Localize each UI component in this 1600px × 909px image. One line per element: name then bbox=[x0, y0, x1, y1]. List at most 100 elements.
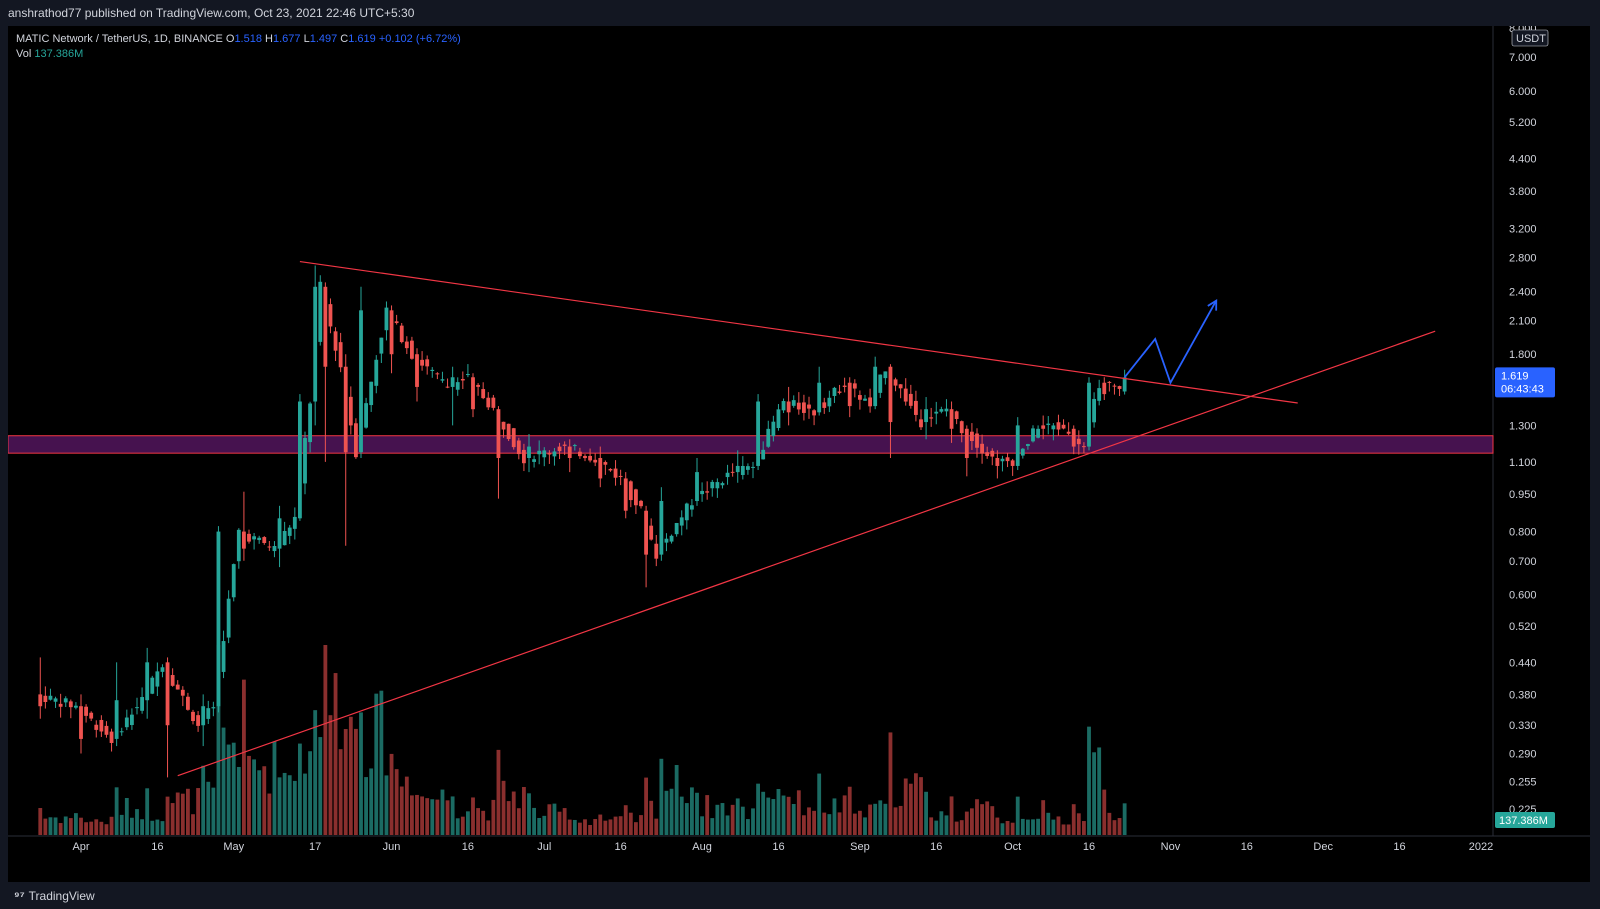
volume-bar bbox=[206, 781, 211, 835]
candle-body bbox=[578, 451, 582, 457]
candle-body bbox=[883, 371, 888, 379]
volume-bar bbox=[389, 753, 394, 835]
candle-body bbox=[420, 359, 424, 366]
candle-body bbox=[522, 449, 526, 464]
support-zone[interactable] bbox=[8, 435, 1494, 454]
candle-body bbox=[257, 537, 262, 541]
volume-bar bbox=[450, 796, 455, 835]
candle-body bbox=[532, 459, 536, 462]
candle-body bbox=[674, 522, 679, 535]
candle-body bbox=[827, 397, 832, 407]
candle-body bbox=[313, 286, 318, 402]
volume-bar bbox=[364, 777, 368, 835]
time-tick-label: Aug bbox=[692, 841, 712, 853]
volume-bar bbox=[720, 803, 725, 835]
candle-body bbox=[175, 684, 180, 690]
volume-bar bbox=[63, 816, 68, 835]
volume-bar bbox=[43, 818, 48, 835]
candle-body bbox=[975, 433, 979, 448]
candle-body bbox=[287, 527, 292, 536]
volume-bar bbox=[603, 820, 608, 835]
volume-bar bbox=[1066, 824, 1071, 835]
publisher-bar: anshrathod77 published on TradingView.co… bbox=[0, 0, 1600, 26]
candle-body bbox=[613, 468, 618, 478]
candle-body bbox=[634, 489, 638, 506]
candle-body bbox=[1056, 422, 1061, 430]
candle-body bbox=[308, 403, 312, 443]
candle-body bbox=[791, 400, 796, 406]
volume-bar bbox=[501, 780, 506, 835]
volume-bar bbox=[104, 824, 109, 835]
candle-body bbox=[959, 421, 964, 434]
candle-body bbox=[1097, 388, 1102, 401]
volume-bar bbox=[796, 790, 801, 835]
candle-body bbox=[379, 337, 384, 354]
time-tick-label: Jul bbox=[537, 841, 551, 853]
candle-body bbox=[399, 325, 404, 343]
volume-bar bbox=[38, 808, 43, 835]
candle-body bbox=[303, 438, 307, 484]
candle-body bbox=[684, 503, 689, 521]
candle-body bbox=[639, 500, 643, 507]
time-tick-label: 17 bbox=[309, 841, 321, 853]
volume-bar bbox=[308, 751, 312, 835]
price-axis[interactable] bbox=[1493, 26, 1590, 882]
volume-bar bbox=[908, 783, 913, 835]
volume-bar bbox=[58, 823, 63, 835]
volume-bar bbox=[79, 817, 83, 835]
volume-bar bbox=[410, 795, 414, 835]
support-trendline[interactable] bbox=[177, 330, 1436, 777]
chart-frame[interactable]: 8.0007.0006.0005.2004.4003.8003.2002.800… bbox=[8, 26, 1590, 882]
volume-bar bbox=[837, 812, 842, 835]
volume-bar bbox=[929, 817, 934, 835]
legend-symbol[interactable]: MATIC Network / TetherUS, 1D, BINANCE bbox=[16, 33, 223, 45]
candle-body bbox=[807, 404, 811, 409]
candle-body bbox=[466, 374, 470, 376]
volume-bar bbox=[537, 817, 542, 835]
candlestick-chart[interactable]: 8.0007.0006.0005.2004.4003.8003.2002.800… bbox=[8, 26, 1590, 882]
time-tick-label: 16 bbox=[930, 841, 942, 853]
candle-body bbox=[247, 533, 251, 542]
currency-badge[interactable] bbox=[1511, 29, 1549, 47]
time-tick-label: 16 bbox=[1083, 841, 1095, 853]
candle-body bbox=[1020, 448, 1025, 456]
candle-body bbox=[1061, 424, 1066, 429]
volume-bar bbox=[893, 807, 898, 835]
legend-vol-label[interactable]: Vol bbox=[16, 48, 32, 60]
time-tick-label: Dec bbox=[1313, 841, 1333, 853]
candle-body bbox=[776, 409, 781, 429]
candle-body bbox=[659, 501, 664, 555]
tradingview-logo[interactable]: ⁹⁷ TradingView bbox=[14, 889, 95, 903]
resistance-trendline[interactable] bbox=[299, 260, 1298, 404]
candle-body bbox=[583, 455, 587, 459]
candle-body bbox=[74, 705, 78, 708]
candles bbox=[38, 265, 1127, 778]
candle-body bbox=[450, 377, 455, 387]
price-tick-label: 0.520 bbox=[1509, 621, 1537, 633]
time-tick-label: 16 bbox=[1241, 841, 1253, 853]
volume-bar bbox=[1010, 822, 1015, 835]
volume-bar bbox=[852, 813, 857, 835]
volume-bar bbox=[267, 793, 272, 835]
candle-body bbox=[990, 450, 995, 457]
volume-bar bbox=[776, 789, 781, 835]
volume-bar bbox=[226, 744, 231, 835]
tradingview-brand: TradingView bbox=[28, 889, 95, 903]
candle-body bbox=[572, 445, 577, 447]
volume-bar bbox=[949, 796, 954, 835]
volume-bar bbox=[679, 796, 684, 835]
candle-body bbox=[89, 712, 94, 719]
candle-body bbox=[735, 465, 740, 473]
candle-body bbox=[445, 386, 450, 388]
volume-bar bbox=[481, 810, 486, 835]
time-tick-label: Jun bbox=[383, 841, 401, 853]
candle-body bbox=[481, 389, 486, 399]
candle-body bbox=[140, 697, 144, 711]
volume-bar bbox=[944, 815, 949, 835]
volume-bar bbox=[252, 759, 256, 835]
candle-body bbox=[430, 369, 435, 371]
candle-body bbox=[725, 472, 730, 478]
volume-bar bbox=[695, 792, 699, 835]
volume-bar bbox=[216, 645, 221, 835]
projection-path[interactable] bbox=[1123, 300, 1218, 385]
